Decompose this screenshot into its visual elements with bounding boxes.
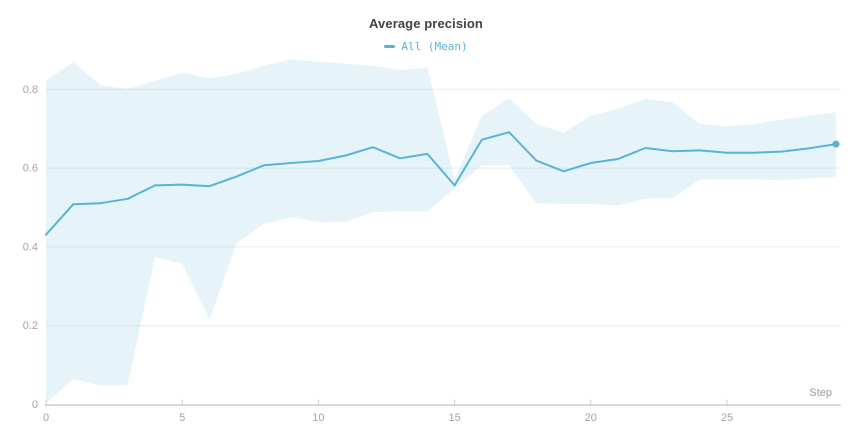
y-tick-label: 0.8: [23, 84, 38, 96]
x-tick-label: 10: [312, 412, 324, 424]
x-tick-label: 0: [43, 412, 49, 424]
y-tick-label: 0.6: [23, 163, 38, 175]
min-max-band: [46, 59, 836, 404]
x-tick-label: 20: [585, 412, 597, 424]
y-tick-label: 0: [32, 399, 38, 411]
legend-item-all-mean[interactable]: All (Mean): [384, 40, 468, 53]
x-tick-label: 15: [448, 412, 460, 424]
legend-item-label: All (Mean): [401, 40, 468, 53]
y-tick-label: 0.4: [23, 241, 38, 253]
legend: All (Mean): [0, 35, 852, 53]
last-point-marker: [832, 140, 840, 148]
x-tick-label: 25: [721, 412, 733, 424]
mean-line: [45, 131, 837, 236]
y-tick-label: 0.2: [23, 320, 38, 332]
x-tick-label: 5: [179, 412, 185, 424]
x-axis-title: Step: [809, 387, 832, 399]
legend-line-marker: [384, 45, 396, 48]
